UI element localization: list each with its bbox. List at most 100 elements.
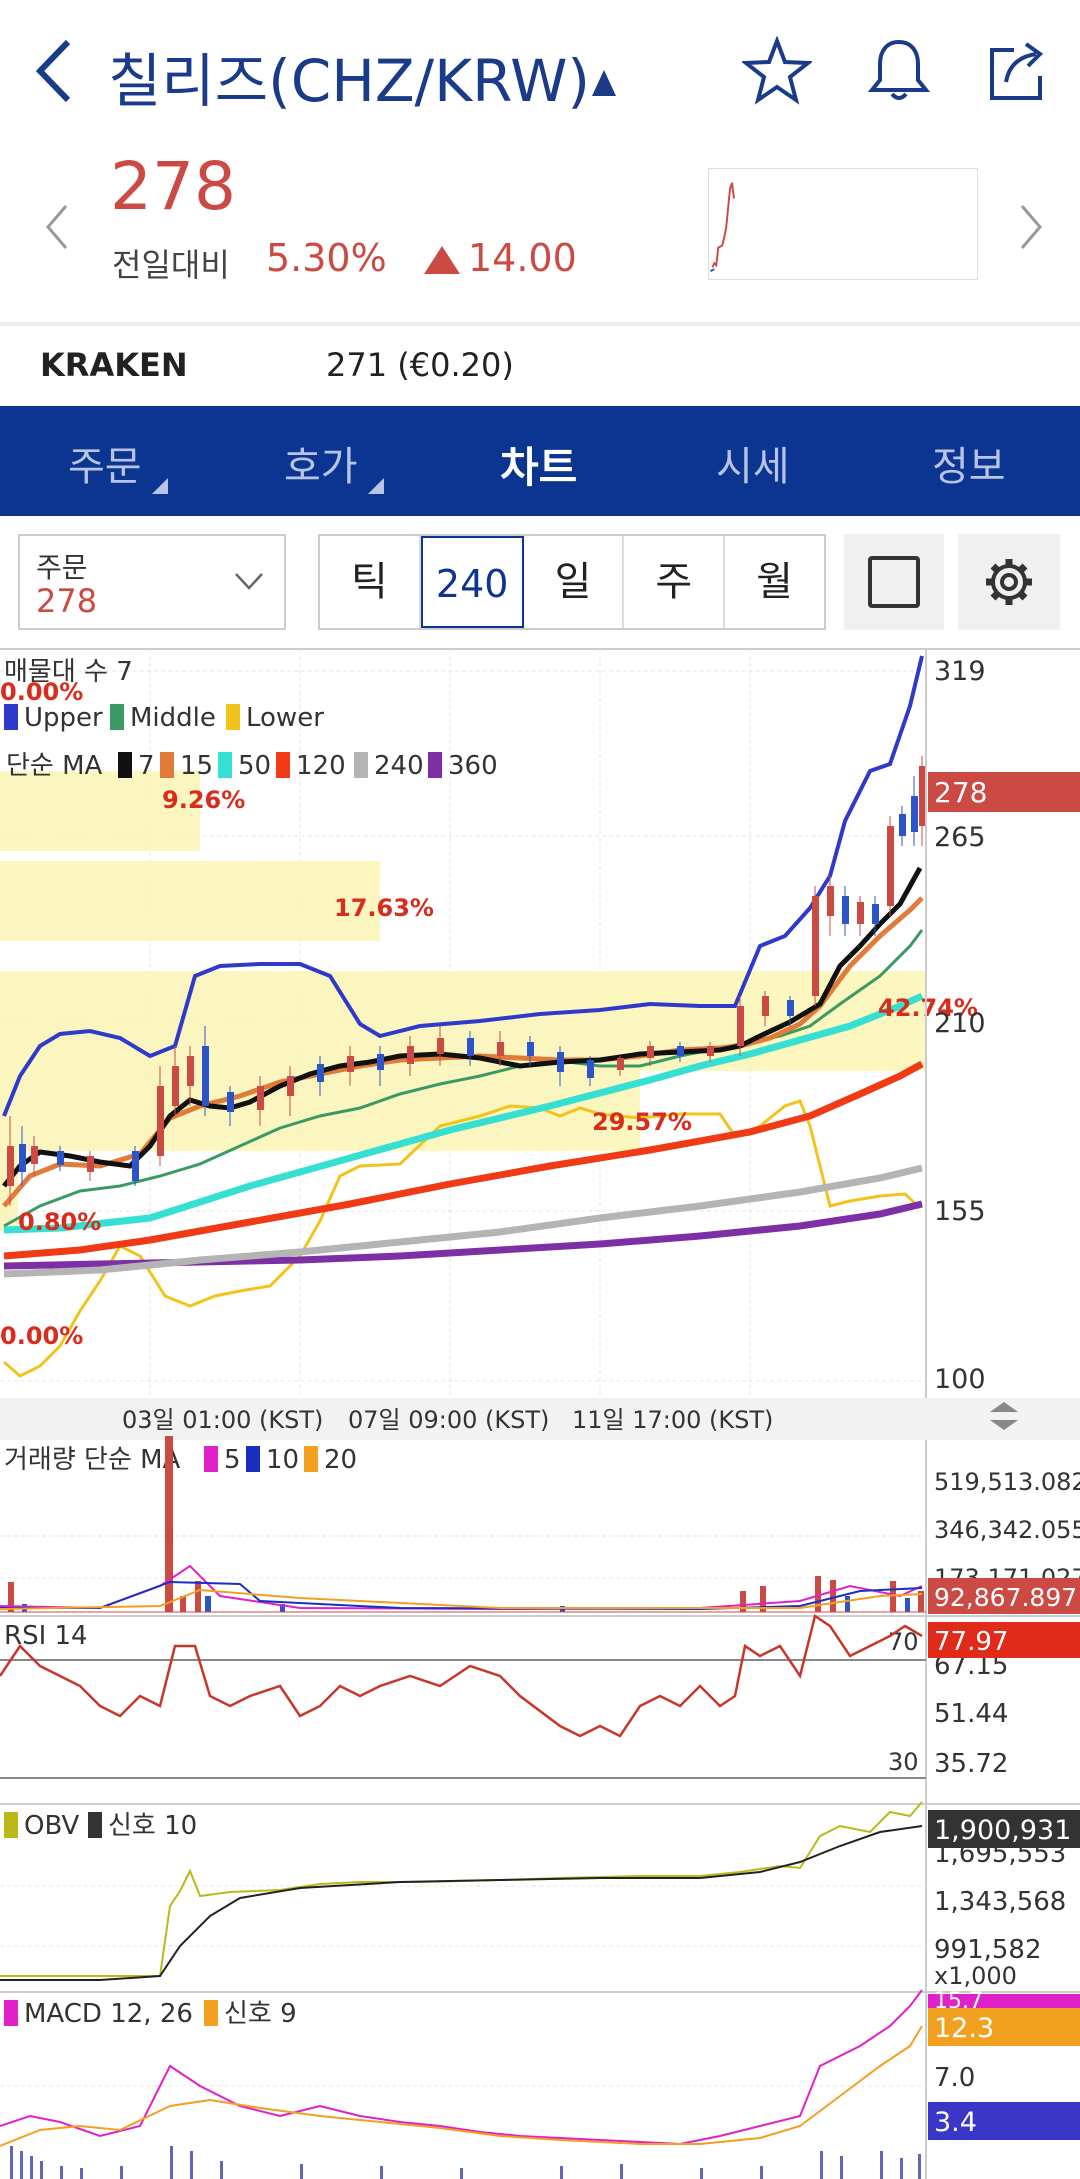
period-day[interactable]: 일	[524, 536, 625, 628]
svg-text:346,342.055: 346,342.055	[934, 1516, 1080, 1544]
svg-text:155: 155	[934, 1196, 986, 1227]
svg-text:신호 10: 신호 10	[108, 1811, 197, 1841]
price-tag-text: 278	[934, 776, 987, 809]
exchange-row: KRAKEN 271 (€0.20)	[0, 326, 1080, 406]
candles	[7, 756, 926, 1206]
main-y-axis: 319 265 210 155 100	[934, 656, 986, 1395]
settings-button[interactable]	[958, 534, 1060, 630]
vp-pct: 0.00%	[0, 678, 83, 706]
tab-chart[interactable]: 차트	[500, 443, 578, 492]
change-percent: 5.30%	[266, 236, 387, 280]
svg-text:519,513.082: 519,513.082	[934, 1468, 1080, 1496]
svg-text:OBV: OBV	[24, 1811, 80, 1841]
obv-panel: OBV 신호 10	[0, 1801, 926, 1981]
macd-tag	[928, 1994, 1080, 2008]
volume-tag	[928, 1578, 1080, 1614]
tab-orderbook[interactable]: 호가	[284, 444, 358, 490]
chart-area[interactable]: 0.00% 9.26% 17.63% 42.74% 29.57% 0.80% 0…	[0, 646, 1080, 2179]
square-icon	[868, 556, 920, 608]
period-selector: 틱 240분 일 주 월	[318, 534, 826, 698]
period-240min[interactable]: 240분	[420, 536, 524, 698]
time-axis	[0, 1398, 1080, 1440]
chevron-left-icon[interactable]	[42, 202, 72, 252]
tab-quotes[interactable]: 시세	[716, 444, 790, 490]
resize-handle-icon[interactable]	[990, 1402, 1018, 1430]
exchange-name: KRAKEN	[40, 346, 188, 384]
vp-pct: 0.80%	[18, 1208, 101, 1236]
back-icon[interactable]	[30, 36, 80, 106]
svg-text:51.44: 51.44	[934, 1699, 1008, 1729]
svg-text:03일 01:00 (KST): 03일 01:00 (KST)	[122, 1406, 323, 1434]
change-amount: 14.00	[468, 236, 577, 280]
bb-legend: Upper Middle Lower	[4, 703, 324, 733]
volume-y-axis: 519,513.082 346,342.055 173,171.027	[934, 1468, 1080, 1592]
period-month[interactable]: 월	[756, 559, 793, 605]
svg-text:20: 20	[324, 1445, 357, 1475]
vp-pct: 0.00%	[0, 1322, 83, 1350]
macd-y-tick: 7.0	[934, 2063, 975, 2093]
svg-text:210: 210	[934, 1008, 986, 1039]
ma-120-line	[3, 1060, 924, 1260]
ma-legend-title: 단순 MA	[6, 751, 103, 781]
bb-legend-middle: Middle	[130, 703, 216, 733]
star-icon[interactable]	[742, 36, 812, 106]
volume-panel: 거래량 단순 MA 5 10 20	[0, 1436, 926, 1613]
svg-text:MACD 12, 26: MACD 12, 26	[24, 1999, 193, 2029]
bb-legend-lower: Lower	[246, 703, 324, 733]
gear-icon	[986, 559, 1032, 605]
up-triangle-icon	[424, 246, 460, 274]
vp-percent-labels: 0.00% 9.26% 17.63% 42.74% 29.57% 0.80% 0…	[0, 678, 978, 1350]
price-tag	[928, 772, 1080, 812]
macd-signal-tag-text: 12.3	[934, 2013, 994, 2044]
ma-legend-240: 240	[374, 751, 424, 781]
ma-legend-120: 120	[296, 751, 346, 781]
tab-order[interactable]: 주문	[68, 444, 142, 490]
period-tick[interactable]: 틱	[320, 536, 421, 628]
tab-bar: 주문 호가 차트 시세 정보	[0, 406, 1080, 516]
order-dropdown[interactable]: 주문 278	[18, 534, 286, 630]
svg-text:265: 265	[934, 822, 986, 853]
ma-legend-15: 15	[180, 751, 213, 781]
current-price: 278	[110, 148, 236, 225]
vp-pct: 42.74%	[878, 994, 978, 1022]
svg-text:319: 319	[934, 656, 986, 687]
svg-text:35.72: 35.72	[934, 1749, 1008, 1779]
volume-profile-label: 매물대 수 7	[4, 657, 133, 687]
macd-panel: MACD 12, 26 신호 9	[0, 1989, 926, 2179]
macd-signal-tag	[928, 2008, 1080, 2046]
vp-pct: 9.26%	[162, 786, 245, 814]
rsi-y-axis: 67.15 51.44 35.72	[934, 1651, 1008, 1779]
svg-text:991,582: 991,582	[934, 1935, 1042, 1965]
order-dropdown-label: 주문	[36, 551, 88, 584]
svg-text:5: 5	[224, 1445, 241, 1475]
exchange-price: 271 (€0.20)	[326, 346, 514, 384]
ma-legend: 단순 MA 7 15 50 120 240 360	[6, 751, 498, 781]
sparkline	[708, 168, 978, 280]
svg-text:RSI 14: RSI 14	[4, 1621, 88, 1651]
chart-controls: 주문 278 틱 240분 일 주 월	[0, 516, 1080, 698]
svg-text:30: 30	[888, 1748, 919, 1776]
obv-tag-text: 1,900,931	[934, 1815, 1071, 1846]
svg-text:11일 17:00 (KST): 11일 17:00 (KST)	[572, 1406, 773, 1434]
bb-lower-line	[3, 1099, 922, 1378]
obv-tag	[928, 1810, 1080, 1848]
share-icon[interactable]	[984, 36, 1054, 106]
period-week[interactable]: 주	[624, 536, 726, 628]
svg-text:거래량 단순 MA: 거래량 단순 MA	[4, 1445, 181, 1475]
ma-50-line	[3, 992, 924, 1234]
page-title[interactable]: 칠리즈(CHZ/KRW)	[108, 47, 591, 115]
tab-info[interactable]: 정보	[932, 444, 1006, 490]
order-dropdown-value: 278	[36, 582, 98, 620]
vp-pct: 29.57%	[592, 1108, 692, 1136]
bell-icon[interactable]	[864, 36, 934, 106]
svg-text:신호 9: 신호 9	[224, 1999, 297, 2029]
fullscreen-button[interactable]	[844, 534, 944, 630]
svg-text:1,343,568: 1,343,568	[934, 1887, 1066, 1917]
ma-legend-50: 50	[238, 751, 271, 781]
chevron-right-icon[interactable]	[1016, 202, 1046, 252]
title-dropdown-icon[interactable]	[592, 70, 616, 96]
time-axis-labels: 03일 01:00 (KST) 07일 09:00 (KST) 11일 17:0…	[122, 1406, 773, 1434]
chevron-down-icon	[235, 573, 263, 590]
rsi-panel: RSI 14 70 30	[0, 1613, 926, 1779]
ma-7-line	[2, 866, 923, 1188]
